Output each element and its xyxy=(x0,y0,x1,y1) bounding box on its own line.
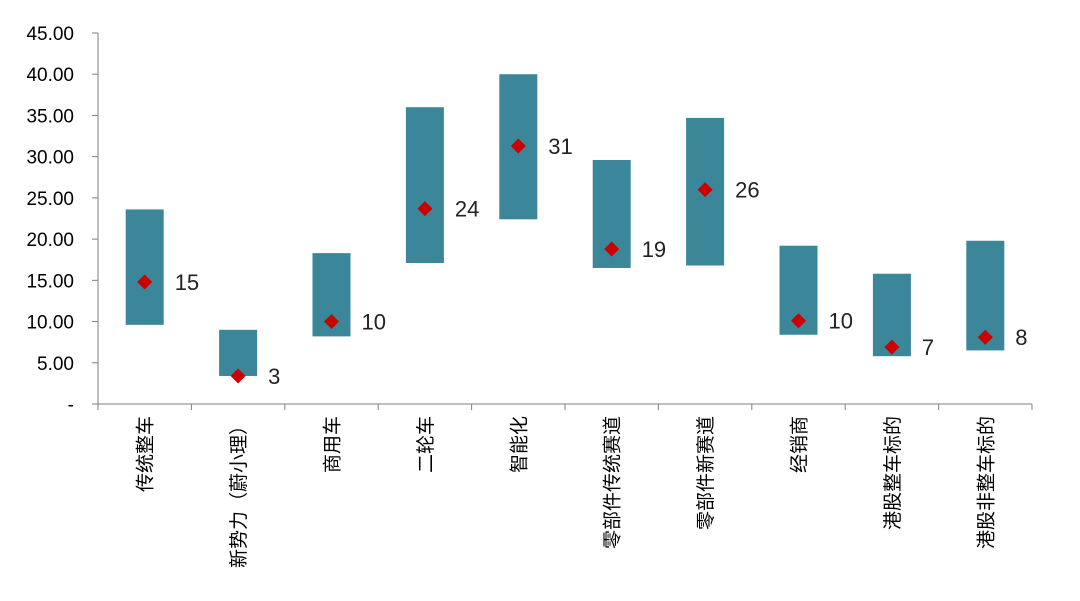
category-label: 传统整车 xyxy=(135,416,157,492)
category-label: 零部件新赛道 xyxy=(695,416,717,530)
value-marker xyxy=(510,138,526,154)
category-label: 港股非整车标的 xyxy=(975,416,997,549)
category-labels: 传统整车 新势力（蔚小理） 商用车 二轮车 智能化 零部件传统赛道 零部件新赛道 经销商 港股整… xyxy=(135,416,998,568)
category-label: 商用车 xyxy=(322,416,344,473)
y-tick-label: 35.00 xyxy=(26,106,74,127)
data-label: 8 xyxy=(1015,325,1027,350)
category-label: 港股整车标的 xyxy=(882,416,904,530)
data-labels: 15 3 10 24 31 19 26 10 7 8 xyxy=(175,134,1028,389)
data-label: 15 xyxy=(175,270,199,295)
value-marker xyxy=(791,313,806,329)
value-marker xyxy=(417,201,433,217)
y-tick-label: 5.00 xyxy=(37,354,74,375)
data-label: 24 xyxy=(455,197,479,222)
value-marker xyxy=(604,241,620,257)
value-marker xyxy=(977,329,993,345)
y-axis: - 5.00 10.00 15.00 20.00 25.00 30.00 35.00 40.00… xyxy=(26,24,99,416)
data-label: 7 xyxy=(922,335,934,360)
data-label: 3 xyxy=(268,364,280,389)
y-tick-label: - xyxy=(68,395,74,416)
data-label: 10 xyxy=(362,310,386,335)
value-marker xyxy=(137,274,153,290)
y-tick-label: 25.00 xyxy=(26,189,74,210)
data-label: 26 xyxy=(735,178,759,203)
value-marker xyxy=(884,339,900,355)
range-bar xyxy=(219,329,258,376)
range-bars xyxy=(125,74,1005,376)
y-tick-label: 30.00 xyxy=(26,148,74,169)
value-marker xyxy=(697,182,713,198)
y-tick-label: 10.00 xyxy=(26,313,74,334)
value-markers xyxy=(137,138,993,384)
value-marker xyxy=(324,314,339,330)
data-label: 10 xyxy=(829,309,853,334)
category-label: 经销商 xyxy=(789,416,811,473)
category-label: 智能化 xyxy=(508,416,530,473)
x-axis xyxy=(97,403,1033,410)
y-tick-label: 20.00 xyxy=(26,230,74,251)
category-label: 零部件传统赛道 xyxy=(602,416,624,549)
value-marker xyxy=(230,368,246,384)
data-label: 31 xyxy=(548,134,572,159)
range-bar xyxy=(125,209,164,325)
y-tick-label: 15.00 xyxy=(26,271,74,292)
range-bar xyxy=(405,107,444,264)
category-label: 新势力（蔚小理） xyxy=(228,416,250,568)
y-tick-label: 45.00 xyxy=(26,24,74,45)
data-label: 19 xyxy=(642,237,666,262)
y-tick-label: 40.00 xyxy=(26,65,74,86)
category-label: 二轮车 xyxy=(415,416,437,473)
